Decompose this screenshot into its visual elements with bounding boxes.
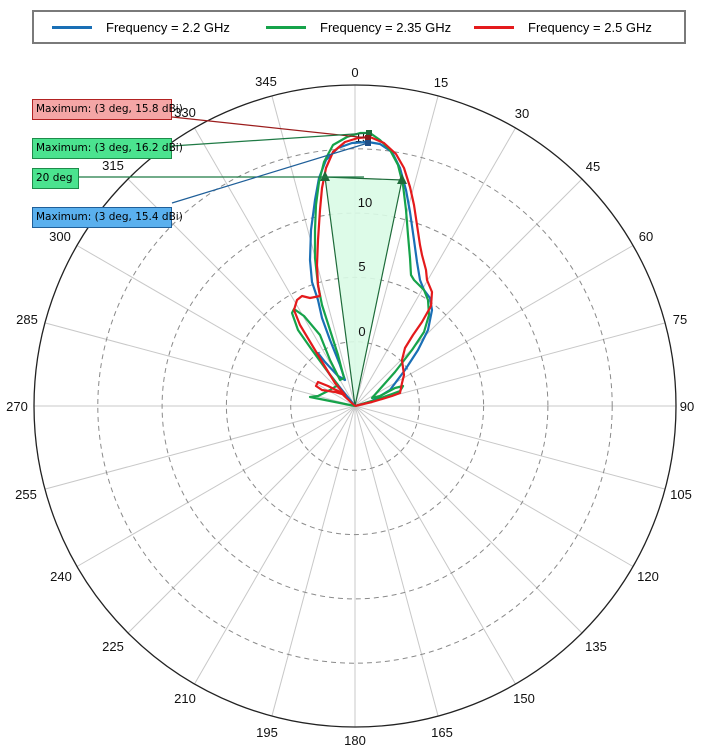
angle-tick-label: 0 [351,65,358,80]
ring-gridline [290,341,420,471]
angle-tick-label: 150 [513,691,535,706]
beamwidth-wedge [324,176,403,407]
radial-gridline [354,405,439,717]
leader-line [171,142,369,204]
angle-tick-label: 330 [174,105,196,120]
angle-tick-label: 30 [515,106,529,121]
radial-gridline [354,322,666,407]
max-marker [365,140,371,146]
annotation-max-2-35ghz[interactable]: Maximum: (3 deg, 16.2 dBi) [32,138,183,159]
annotation-max-2-5ghz[interactable]: Maximum: (3 deg, 15.8 dBi) [32,99,183,120]
leader-line [171,116,369,139]
legend-label: Frequency = 2.2 GHz [106,19,230,35]
angle-tick-label: 15 [434,75,448,90]
legend-item-2-35ghz: Frequency = 2.35 GHz [266,12,451,42]
radial-gridline [76,245,356,407]
radial-tick-label: 10 [358,195,372,210]
radial-gridline [127,405,356,634]
angle-tick-label: 135 [585,639,607,654]
radial-gridline [271,405,356,717]
angle-tick-label: 120 [637,569,659,584]
max-marker [365,135,371,141]
annotation-leader-lines [79,116,370,204]
leader-line [171,132,370,147]
angle-tick-label: 45 [586,159,600,174]
radial-gridline [271,95,356,407]
trace-2-35ghz [290,131,431,408]
legend-label: Frequency = 2.35 GHz [320,19,452,35]
radial-gridline [44,405,356,490]
angle-tick-label: 240 [50,569,72,584]
angle-tick-label: 285 [16,312,38,327]
outer-ring [33,84,677,728]
angle-tick-label: 225 [102,639,124,654]
ring-gridline [161,212,549,600]
radial-gridline [76,405,356,567]
chart-legend: Frequency = 2.2 GHz Frequency = 2.35 GHz… [32,10,686,44]
legend-swatch-blue [52,25,92,29]
ring-gridline [97,148,613,664]
trace-2-5ghz [292,135,434,408]
angle-tick-label: 255 [15,487,37,502]
angle-tick-label: 270 [6,399,28,414]
angle-tick-label: 75 [673,312,687,327]
angle-tick-label: 210 [174,691,196,706]
triangle-marker-right [397,174,407,184]
annotation-max-2-2ghz[interactable]: Maximum: (3 deg, 15.4 dBi) [32,207,183,228]
angle-tick-label: 105 [670,487,692,502]
legend-item-2-5ghz: Frequency = 2.5 GHz [474,12,652,42]
angle-tick-label: 315 [102,158,124,173]
radial-gridline [354,405,666,490]
radial-gridline [354,405,634,567]
angle-tick-label: 195 [256,725,278,740]
beamwidth-markers [320,171,407,184]
radial-gridline [354,245,634,407]
maximum-markers [365,130,372,146]
radial-gridline [194,405,356,685]
angle-tick-label: 180 [344,733,366,748]
axis-labels: 0153045607590105120135150165180195210225… [6,65,694,748]
angle-tick-label: 165 [431,725,453,740]
triangle-marker-left [320,171,330,181]
angle-tick-label: 60 [639,229,653,244]
max-marker [366,130,372,136]
legend-label: Frequency = 2.5 GHz [528,19,652,35]
legend-swatch-red [474,25,514,29]
radial-gridline [354,95,439,407]
radial-gridline [354,405,516,685]
radial-gridline [354,405,583,634]
legend-swatch-green [266,25,306,29]
annotation-beamwidth[interactable]: 20 deg [32,168,79,189]
radial-gridline [194,127,356,407]
angle-tick-label: 300 [49,229,71,244]
radial-gridline [354,178,583,407]
angle-tick-label: 345 [255,74,277,89]
angle-tick-label: 90 [680,399,694,414]
radial-gridline [44,322,356,407]
radial-gridline [354,127,516,407]
radial-tick-label: 0 [358,324,365,339]
radial-tick-label: 5 [358,259,365,274]
legend-item-2-2ghz: Frequency = 2.2 GHz [52,12,230,42]
